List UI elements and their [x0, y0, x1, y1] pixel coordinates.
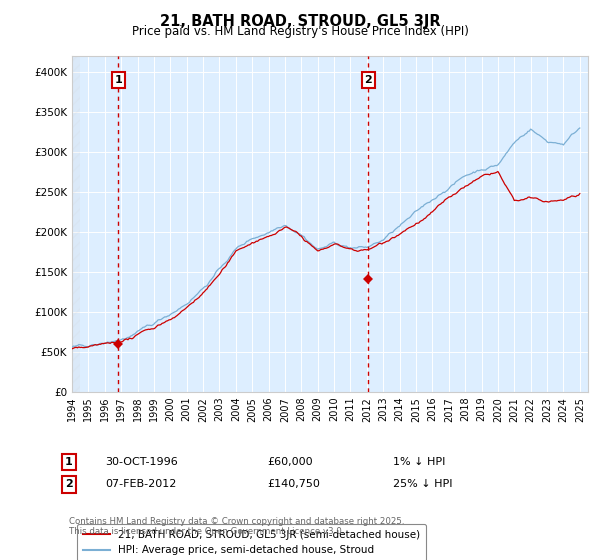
Text: 1: 1	[65, 457, 73, 467]
Text: 21, BATH ROAD, STROUD, GL5 3JR: 21, BATH ROAD, STROUD, GL5 3JR	[160, 14, 440, 29]
Text: £140,750: £140,750	[267, 479, 320, 489]
Text: 1% ↓ HPI: 1% ↓ HPI	[393, 457, 445, 467]
Bar	[72, 56, 105, 392]
Bar	[72, 56, 80, 392]
Text: 25% ↓ HPI: 25% ↓ HPI	[393, 479, 452, 489]
Text: 2: 2	[65, 479, 73, 489]
Text: 2: 2	[364, 75, 372, 85]
Text: Contains HM Land Registry data © Crown copyright and database right 2025.
This d: Contains HM Land Registry data © Crown c…	[69, 517, 404, 536]
Text: 30-OCT-1996: 30-OCT-1996	[105, 457, 178, 467]
Text: £60,000: £60,000	[267, 457, 313, 467]
Legend: 21, BATH ROAD, STROUD, GL5 3JR (semi-detached house), HPI: Average price, semi-d: 21, BATH ROAD, STROUD, GL5 3JR (semi-det…	[77, 524, 426, 560]
Text: 1: 1	[115, 75, 122, 85]
Text: 07-FEB-2012: 07-FEB-2012	[105, 479, 176, 489]
Text: Price paid vs. HM Land Registry's House Price Index (HPI): Price paid vs. HM Land Registry's House …	[131, 25, 469, 38]
